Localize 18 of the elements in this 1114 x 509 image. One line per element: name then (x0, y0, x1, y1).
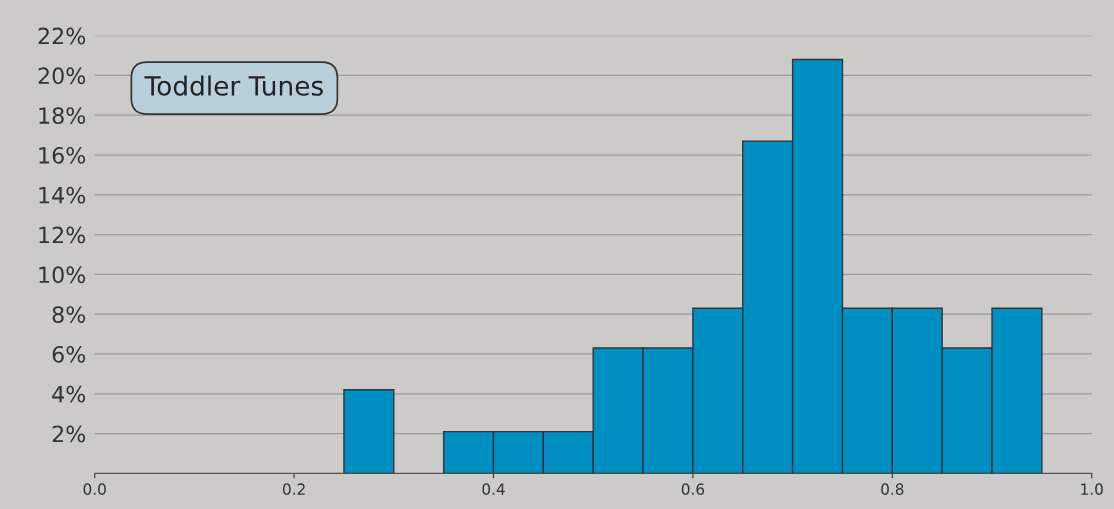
x-tick-label: 0.6 (681, 483, 705, 495)
x-tick-label: 0.4 (482, 483, 505, 495)
x-tick-label: 0.2 (282, 483, 305, 495)
y-tick-label: 14% (39, 186, 86, 204)
y-tick-label: 8% (52, 306, 86, 323)
x-tick-label: 0.0 (83, 483, 106, 495)
y-tick-label: 16% (39, 146, 86, 164)
y-tick-label: 10% (39, 266, 86, 284)
y-tick-label: 12% (39, 226, 86, 244)
text: Toddler Tunes (144, 75, 323, 96)
x-tick-label: 0.8 (881, 483, 904, 495)
y-tick-label: 6% (52, 345, 86, 363)
y-tick-label: 2% (52, 425, 86, 443)
x-tick-label: 1.0 (1081, 483, 1103, 495)
y-tick-label: 20% (38, 67, 86, 85)
y-tick-label: 22% (38, 27, 86, 45)
y-tick-label: 4% (52, 385, 86, 403)
y-tick-label: 18% (39, 107, 86, 124)
